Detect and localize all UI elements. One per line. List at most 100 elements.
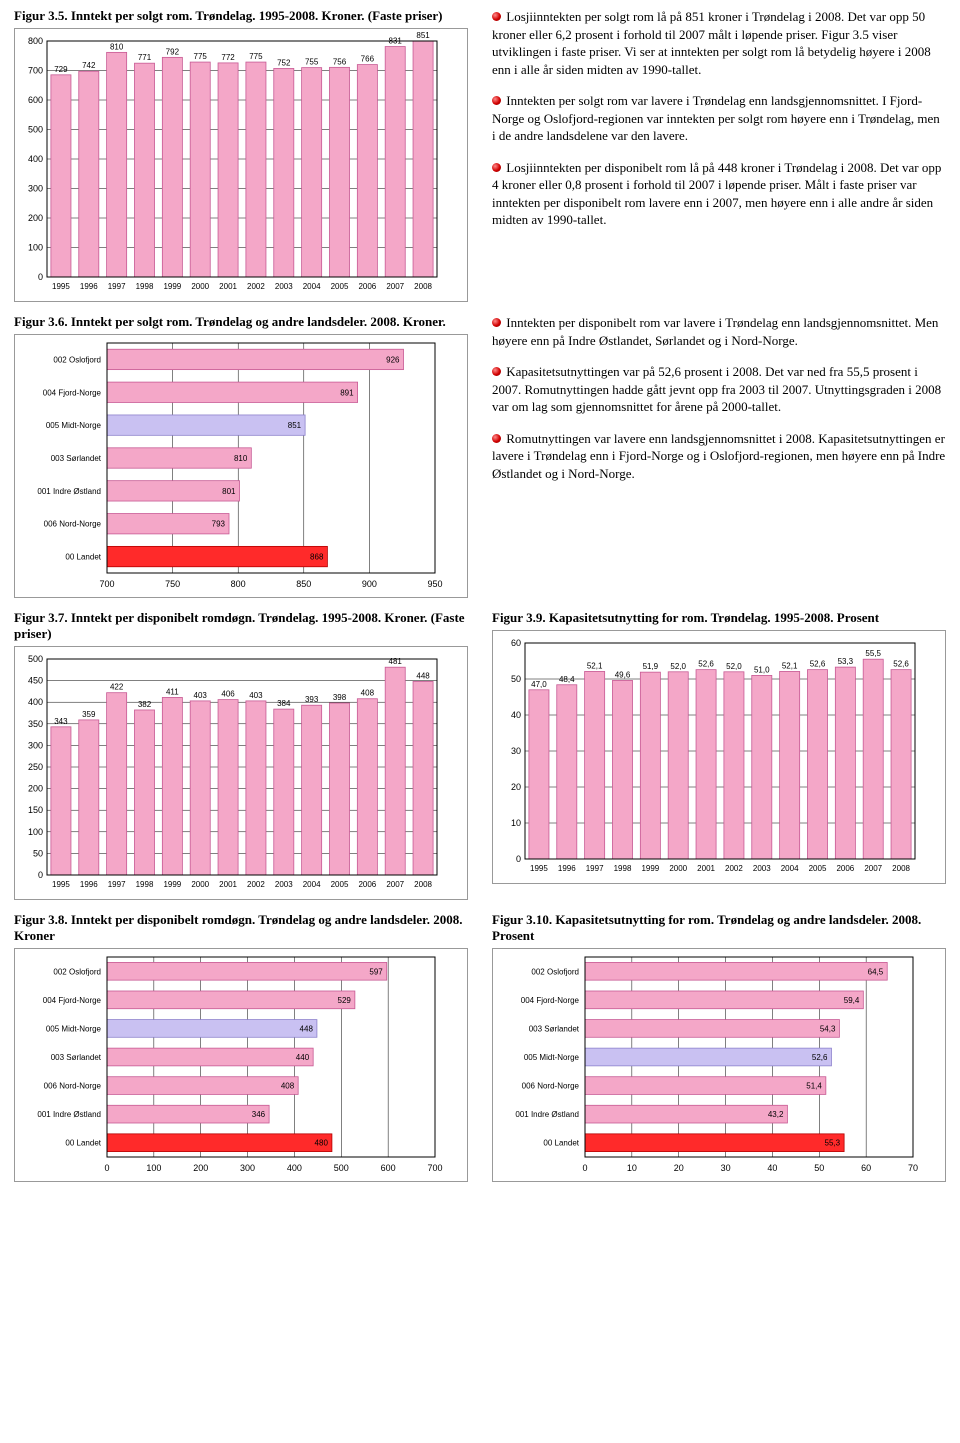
svg-text:700: 700: [427, 1163, 442, 1173]
svg-text:2005: 2005: [809, 864, 827, 873]
svg-text:150: 150: [28, 805, 43, 815]
svg-text:700: 700: [28, 66, 43, 76]
para-1-text: Losjiinntekten per solgt rom lå på 851 k…: [492, 9, 931, 77]
figure-3-10-chart: 01020304050607064,5002 Oslofjord59,4004 …: [492, 948, 946, 1182]
svg-text:500: 500: [334, 1163, 349, 1173]
svg-text:0: 0: [104, 1163, 109, 1173]
svg-text:006 Nord-Norge: 006 Nord-Norge: [44, 520, 102, 529]
svg-text:70: 70: [908, 1163, 918, 1173]
svg-text:448: 448: [300, 1024, 314, 1033]
bullet-icon: [492, 96, 501, 105]
svg-text:2004: 2004: [303, 282, 321, 291]
figure-3-8: Figur 3.8. Inntekt per disponibelt romdø…: [14, 912, 468, 1182]
para-2-text: Inntekten per solgt rom var lavere i Trø…: [492, 93, 940, 143]
para-3-text: Losjiinntekten per disponibelt rom lå på…: [492, 160, 941, 228]
svg-text:793: 793: [212, 520, 226, 529]
bullet-icon: [492, 434, 501, 443]
figure-3-8-chart: 0100200300400500600700597002 Oslofjord52…: [14, 948, 468, 1182]
svg-text:384: 384: [277, 699, 291, 708]
svg-text:40: 40: [767, 1163, 777, 1173]
para-4-text: Inntekten per disponibelt rom var lavere…: [492, 315, 938, 348]
row-3: Figur 3.7. Inntekt per disponibelt romdø…: [14, 610, 946, 912]
svg-text:004 Fjord-Norge: 004 Fjord-Norge: [43, 388, 102, 397]
svg-text:750: 750: [165, 579, 180, 589]
svg-text:1997: 1997: [586, 864, 604, 873]
para-2: Inntekten per solgt rom var lavere i Trø…: [492, 92, 946, 145]
svg-text:1995: 1995: [52, 282, 70, 291]
svg-text:851: 851: [288, 421, 302, 430]
svg-text:2007: 2007: [386, 880, 404, 889]
svg-text:1995: 1995: [52, 880, 70, 889]
svg-text:20: 20: [511, 782, 521, 792]
svg-text:1997: 1997: [108, 282, 126, 291]
svg-text:742: 742: [82, 61, 96, 70]
svg-text:2005: 2005: [331, 880, 349, 889]
svg-text:775: 775: [194, 52, 208, 61]
svg-text:55,5: 55,5: [865, 649, 881, 658]
svg-text:51,4: 51,4: [806, 1082, 822, 1091]
svg-text:00 Landet: 00 Landet: [543, 1139, 579, 1148]
svg-text:005 Midt-Norge: 005 Midt-Norge: [46, 1024, 102, 1033]
svg-text:002 Oslofjord: 002 Oslofjord: [53, 355, 101, 364]
svg-text:500: 500: [28, 125, 43, 135]
svg-text:2006: 2006: [836, 864, 854, 873]
text-block-mid: Inntekten per disponibelt rom var lavere…: [492, 314, 946, 598]
svg-text:50: 50: [814, 1163, 824, 1173]
svg-text:001 Indre Østland: 001 Indre Østland: [37, 487, 101, 496]
svg-text:752: 752: [277, 58, 291, 67]
svg-text:2001: 2001: [697, 864, 715, 873]
row-4: Figur 3.8. Inntekt per disponibelt romdø…: [14, 912, 946, 1194]
svg-text:2002: 2002: [725, 864, 743, 873]
svg-text:100: 100: [28, 827, 43, 837]
svg-text:52,6: 52,6: [810, 660, 826, 669]
svg-text:2000: 2000: [669, 864, 687, 873]
svg-text:1999: 1999: [641, 864, 659, 873]
svg-text:408: 408: [361, 689, 375, 698]
para-5: Kapasitetsutnyttingen var på 52,6 prosen…: [492, 363, 946, 416]
figure-3-7-title: Figur 3.7. Inntekt per disponibelt romdø…: [14, 610, 468, 642]
svg-text:1999: 1999: [163, 880, 181, 889]
figure-3-6: Figur 3.6. Inntekt per solgt rom. Trønde…: [14, 314, 468, 598]
svg-text:2006: 2006: [358, 880, 376, 889]
svg-text:1996: 1996: [80, 282, 98, 291]
svg-text:300: 300: [240, 1163, 255, 1173]
svg-text:0: 0: [516, 854, 521, 864]
svg-text:52,1: 52,1: [782, 661, 798, 670]
figure-3-5-title: Figur 3.5. Inntekt per solgt rom. Trønde…: [14, 8, 468, 24]
para-3: Losjiinntekten per disponibelt rom lå på…: [492, 159, 946, 229]
svg-text:2007: 2007: [864, 864, 882, 873]
svg-text:2000: 2000: [191, 880, 209, 889]
svg-text:2004: 2004: [781, 864, 799, 873]
svg-text:772: 772: [221, 53, 235, 62]
svg-text:1995: 1995: [530, 864, 548, 873]
figure-3-9-chart: 010203040506047,0199548,4199652,1199749,…: [492, 630, 946, 884]
svg-text:200: 200: [28, 784, 43, 794]
svg-text:60: 60: [861, 1163, 871, 1173]
svg-text:400: 400: [287, 1163, 302, 1173]
para-6-text: Romutnyttingen var lavere enn landsgjenn…: [492, 431, 945, 481]
svg-text:398: 398: [333, 693, 347, 702]
svg-text:891: 891: [340, 388, 354, 397]
svg-text:54,3: 54,3: [820, 1024, 836, 1033]
svg-text:004 Fjord-Norge: 004 Fjord-Norge: [521, 996, 580, 1005]
text-block-top: Losjiinntekten per solgt rom lå på 851 k…: [492, 8, 946, 302]
svg-text:2001: 2001: [219, 282, 237, 291]
svg-text:810: 810: [234, 454, 248, 463]
svg-text:2000: 2000: [191, 282, 209, 291]
figure-3-5: Figur 3.5. Inntekt per solgt rom. Trønde…: [14, 8, 468, 302]
svg-text:350: 350: [28, 719, 43, 729]
svg-text:49,6: 49,6: [615, 670, 631, 679]
svg-text:004 Fjord-Norge: 004 Fjord-Norge: [43, 996, 102, 1005]
svg-text:005 Midt-Norge: 005 Midt-Norge: [524, 1053, 580, 1062]
svg-text:801: 801: [222, 487, 236, 496]
svg-text:359: 359: [82, 710, 96, 719]
svg-text:10: 10: [627, 1163, 637, 1173]
svg-text:2007: 2007: [386, 282, 404, 291]
svg-text:868: 868: [310, 553, 324, 562]
figure-3-10: Figur 3.10. Kapasitetsutnytting for rom.…: [492, 912, 946, 1182]
svg-text:005 Midt-Norge: 005 Midt-Norge: [46, 421, 102, 430]
svg-text:2008: 2008: [892, 864, 910, 873]
svg-text:851: 851: [416, 31, 430, 40]
svg-text:529: 529: [338, 996, 352, 1005]
bullet-icon: [492, 318, 501, 327]
